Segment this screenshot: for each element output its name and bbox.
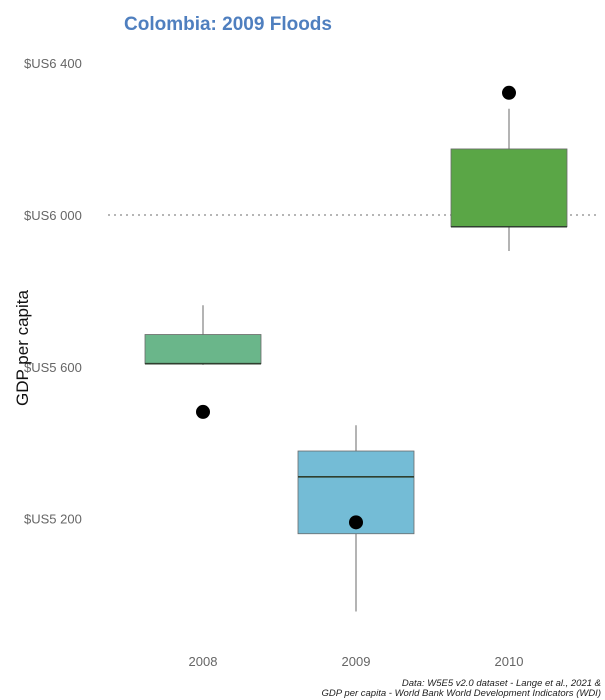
- x-tick-label: 2010: [495, 654, 524, 669]
- x-axis-ticks: 2008 2009 2010: [189, 654, 524, 669]
- box-rect: [450, 148, 568, 228]
- y-tick-label: $US5 600: [24, 360, 82, 375]
- caption-line-2: GDP per capita - World Bank World Develo…: [321, 688, 601, 699]
- value-point: [196, 404, 210, 419]
- chart-title: Colombia: 2009 Floods: [124, 14, 332, 35]
- y-axis-ticks: $US5 200 $US5 600 $US6 000 $US6 400: [24, 56, 82, 526]
- caption-line-1: Data: W5E5 v2.0 dataset - Lange et al., …: [401, 678, 601, 689]
- data-source-caption: Data: W5E5 v2.0 dataset - Lange et al., …: [322, 679, 601, 699]
- y-tick-label: $US6 400: [24, 56, 82, 71]
- y-axis-label: GDP per capita: [13, 290, 32, 406]
- x-tick-label: 2008: [189, 654, 218, 669]
- box-rect: [144, 334, 262, 365]
- box-2009: [297, 425, 415, 612]
- box-2010: [450, 85, 568, 252]
- x-tick-label: 2009: [342, 654, 371, 669]
- y-tick-label: $US5 200: [24, 512, 82, 527]
- y-tick-label: $US6 000: [24, 208, 82, 223]
- box-2008: [144, 305, 262, 419]
- value-point: [349, 515, 363, 530]
- box-group: [144, 85, 568, 612]
- value-point: [502, 85, 516, 100]
